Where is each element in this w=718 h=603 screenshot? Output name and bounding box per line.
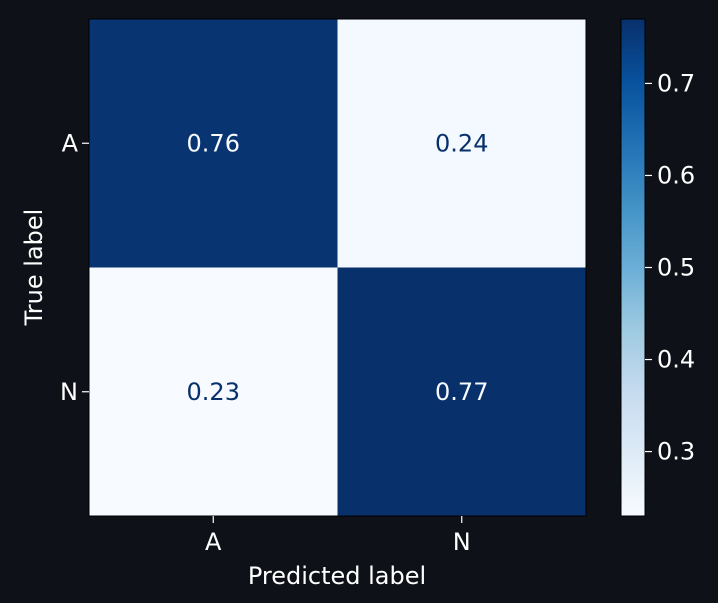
colorbar-tick-label: 0.7 [657, 69, 695, 97]
y-axis: AN [60, 129, 89, 406]
plot-frame [88, 18, 587, 517]
colorbar-gradient [620, 18, 646, 517]
y-axis-label: True label [20, 209, 48, 327]
cell-value-label: 0.24 [435, 129, 488, 157]
cell-value-label: 0.77 [435, 378, 488, 406]
heatmap-cell [89, 267, 338, 516]
cell-value-label: 0.76 [187, 129, 240, 157]
y-tick-label: N [60, 378, 78, 406]
x-tick-label: A [205, 528, 222, 556]
heatmap-cell [337, 19, 586, 268]
colorbar-tick-label: 0.4 [657, 346, 695, 374]
y-tick-label: A [62, 129, 79, 157]
colorbar-ticks: 0.3 0.4 0.5 0.6 0.7 [645, 69, 695, 466]
x-tick-label: N [453, 528, 471, 556]
heatmap-cell [337, 267, 586, 516]
colorbar-tick-label: 0.5 [657, 254, 695, 282]
heatmap-cells [89, 19, 586, 516]
x-axis-label: Predicted label [248, 562, 426, 590]
cell-value-label: 0.23 [187, 378, 240, 406]
cell-annotations: 0.76 0.24 0.23 0.77 [187, 129, 489, 406]
heatmap-cell [89, 19, 338, 268]
colorbar-tick-label: 0.6 [657, 161, 695, 189]
colorbar-tick-label: 0.3 [657, 438, 695, 466]
colorbar: 0.3 0.4 0.5 0.6 0.7 [620, 18, 695, 517]
